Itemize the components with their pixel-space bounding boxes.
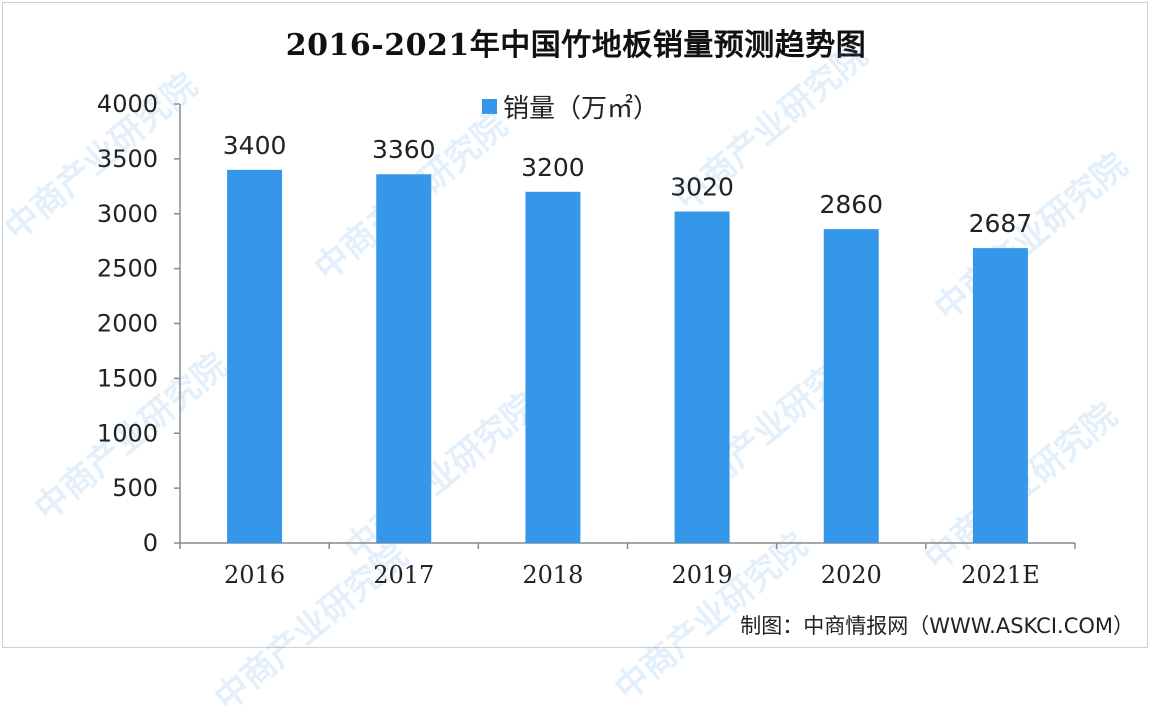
bar-chart-plot: 0 500 1000 1500 2000 2500 3000 3500 4000 3400 2016… (97, 90, 1076, 589)
y-tick-label: 2000 (97, 310, 158, 338)
x-tick-label-2016: 2016 (224, 561, 285, 589)
y-tick-label: 2500 (97, 255, 158, 283)
data-label-2017: 3360 (372, 135, 436, 164)
bar-2020 (823, 229, 879, 544)
x-tick-label-2017: 2017 (373, 561, 434, 589)
bar-2017 (376, 174, 432, 544)
source-note: 制图：中商情报网（WWW.ASKCI.COM） (740, 614, 1134, 638)
data-label-2019: 3020 (670, 173, 734, 202)
y-tick-label: 3500 (97, 145, 158, 173)
bar-2018 (525, 191, 581, 544)
x-tick-label-2019: 2019 (672, 561, 733, 589)
y-tick-label: 1500 (97, 364, 158, 392)
y-tick-label: 500 (112, 474, 158, 502)
x-tick-label-2018: 2018 (522, 561, 583, 589)
x-tick-label-2020: 2020 (821, 561, 882, 589)
bar-2019 (674, 211, 730, 543)
chart-title: 2016-2021年中国竹地板销量预测趋势图 (285, 28, 867, 63)
y-tick-label: 3000 (97, 200, 158, 228)
data-label-2018: 3200 (521, 153, 585, 182)
y-tick-label: 1000 (97, 419, 158, 447)
bar-2016 (227, 169, 283, 543)
chart-frame (2, 2, 1148, 648)
legend-swatch (482, 98, 497, 114)
legend: 销量（万㎡） (482, 90, 660, 124)
data-label-2021E: 2687 (969, 209, 1033, 238)
bar-2021E (972, 248, 1028, 543)
x-tick-label-2021E: 2021E (961, 561, 1040, 589)
y-tick-label: 4000 (97, 90, 158, 118)
y-tick-label: 0 (143, 529, 158, 557)
legend-label: 销量（万㎡） (503, 93, 660, 124)
data-label-2020: 2860 (819, 190, 883, 219)
data-label-2016: 3400 (223, 131, 287, 160)
